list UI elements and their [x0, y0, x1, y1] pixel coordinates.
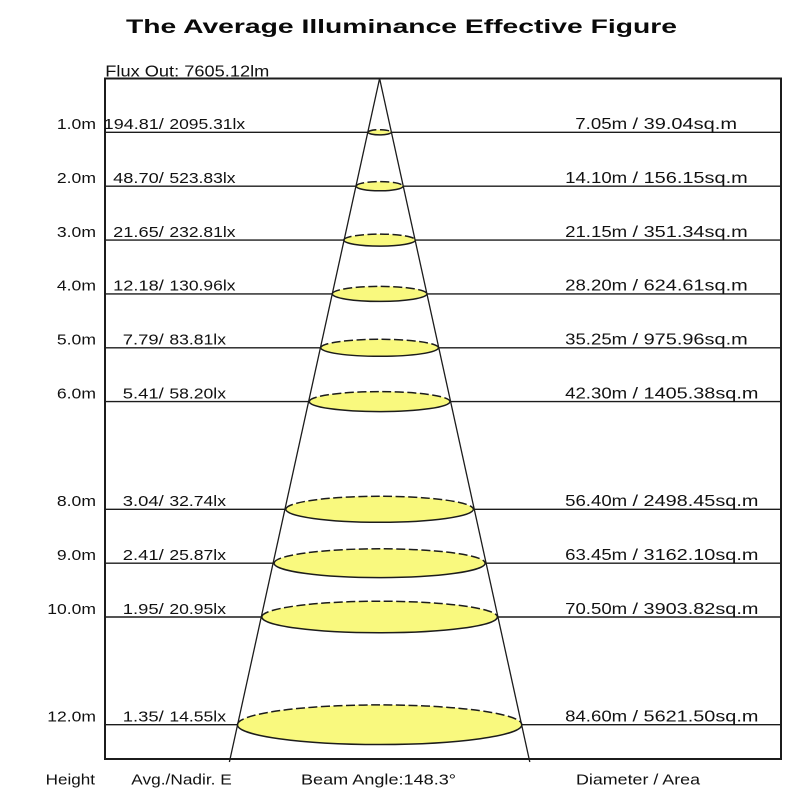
svg-text:21.15m: 21.15m	[565, 224, 627, 241]
svg-text:42.30m: 42.30m	[565, 385, 627, 402]
svg-text:Beam Angle:148.3°: Beam Angle:148.3°	[301, 772, 456, 789]
svg-text:/ 351.34sq.m: / 351.34sq.m	[633, 224, 748, 241]
svg-text:84.60m: 84.60m	[565, 709, 627, 726]
svg-text:20.95lx: 20.95lx	[169, 601, 226, 618]
svg-text:/ 3903.82sq.m: / 3903.82sq.m	[633, 601, 759, 618]
svg-text:/ 624.61sq.m: / 624.61sq.m	[633, 278, 748, 295]
svg-text:63.45m: 63.45m	[565, 547, 627, 564]
svg-text:/ 156.15sq.m: / 156.15sq.m	[633, 170, 748, 187]
svg-text:32.74lx: 32.74lx	[169, 493, 226, 510]
svg-text:14.55lx: 14.55lx	[169, 709, 226, 726]
svg-text:83.81lx: 83.81lx	[169, 332, 226, 349]
svg-text:4.0m: 4.0m	[57, 278, 96, 295]
svg-text:10.0m: 10.0m	[47, 601, 96, 618]
svg-text:7.79/: 7.79/	[123, 332, 165, 349]
svg-text:523.83lx: 523.83lx	[169, 170, 236, 187]
svg-text:The Average Illuminance Effect: The Average Illuminance Effective Figure	[126, 16, 677, 38]
svg-text:/ 5621.50sq.m: / 5621.50sq.m	[633, 709, 759, 726]
svg-text:Flux Out: 7605.12lm: Flux Out: 7605.12lm	[105, 63, 269, 80]
svg-text:194.81/: 194.81/	[104, 116, 165, 133]
svg-text:14.10m: 14.10m	[565, 170, 627, 187]
svg-text:5.41/: 5.41/	[123, 385, 165, 402]
svg-text:Diameter / Area: Diameter / Area	[576, 772, 701, 789]
svg-text:70.50m: 70.50m	[565, 601, 627, 618]
svg-text:6.0m: 6.0m	[57, 385, 96, 402]
svg-text:35.25m: 35.25m	[565, 332, 627, 349]
svg-text:7.05m: 7.05m	[575, 116, 627, 133]
svg-text:Avg./Nadir. E: Avg./Nadir. E	[131, 772, 232, 789]
svg-text:/ 975.96sq.m: / 975.96sq.m	[633, 332, 748, 349]
svg-text:1.35/: 1.35/	[123, 709, 165, 726]
svg-text:/ 1405.38sq.m: / 1405.38sq.m	[633, 385, 759, 402]
svg-text:Height: Height	[46, 772, 96, 789]
svg-text:25.87lx: 25.87lx	[169, 547, 226, 564]
svg-text:/ 2498.45sq.m: / 2498.45sq.m	[633, 493, 759, 510]
svg-text:232.81lx: 232.81lx	[169, 224, 236, 241]
svg-text:3.0m: 3.0m	[57, 224, 96, 241]
svg-text:/ 39.04sq.m: / 39.04sq.m	[633, 116, 738, 133]
svg-text:12.0m: 12.0m	[47, 709, 96, 726]
svg-text:3.04/: 3.04/	[123, 493, 165, 510]
svg-text:58.20lx: 58.20lx	[169, 385, 226, 402]
svg-text:1.0m: 1.0m	[57, 116, 96, 133]
svg-text:1.95/: 1.95/	[123, 601, 165, 618]
svg-text:8.0m: 8.0m	[57, 493, 96, 510]
svg-text:2.41/: 2.41/	[123, 547, 165, 564]
svg-text:9.0m: 9.0m	[57, 547, 96, 564]
svg-text:5.0m: 5.0m	[57, 332, 96, 349]
svg-text:28.20m: 28.20m	[565, 278, 627, 295]
svg-text:130.96lx: 130.96lx	[169, 278, 236, 295]
svg-text:56.40m: 56.40m	[565, 493, 627, 510]
svg-text:12.18/: 12.18/	[113, 278, 165, 295]
svg-text:/ 3162.10sq.m: / 3162.10sq.m	[633, 547, 759, 564]
svg-text:2.0m: 2.0m	[57, 170, 96, 187]
svg-text:48.70/: 48.70/	[113, 170, 165, 187]
svg-text:2095.31lx: 2095.31lx	[169, 116, 245, 133]
svg-text:21.65/: 21.65/	[113, 224, 165, 241]
